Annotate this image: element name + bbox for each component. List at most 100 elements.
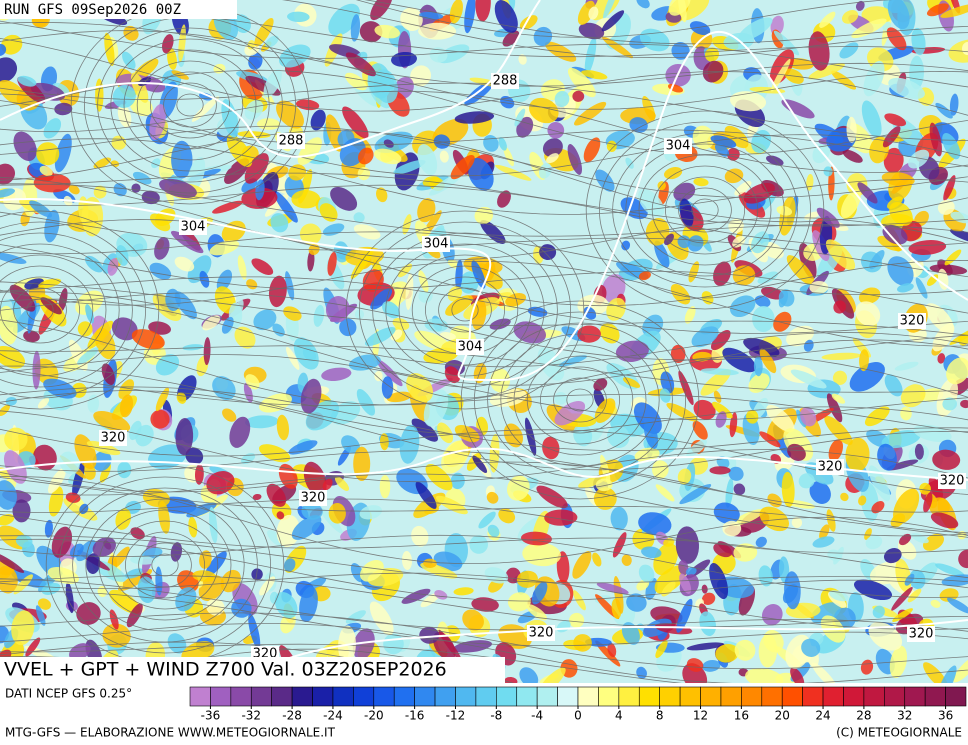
vvel-blob [766,404,795,433]
vvel-blob [480,219,506,245]
vvel-blob [556,551,570,584]
streamline [110,38,270,172]
vvel-blob [812,536,835,548]
vvel-blob [475,0,491,22]
vvel-blob [119,394,134,418]
vvel-blob [229,416,251,448]
vvel-blob [439,150,449,163]
streamline [0,93,968,177]
contour-label: 304 [666,139,691,154]
streamline [0,538,968,602]
vvel-blob [441,440,469,474]
vvel-blob [857,182,878,204]
vvel-blob [638,189,665,218]
vvel-blob [743,182,775,204]
vvel-blob [310,109,326,131]
vvel-blob [677,235,691,249]
vvel-blob [251,258,274,275]
vvel-blob [610,506,628,531]
vvel-blob [883,147,904,174]
streamline [638,154,772,266]
vvel-blob [0,305,18,345]
vvel-blob [677,468,692,485]
vvel-blob [357,167,371,181]
vvel-blob [334,476,350,491]
vvel-blob [583,137,601,163]
vvel-blob [752,306,775,332]
vvel-blob [518,54,527,65]
colorbar-tick-label: 36 [938,709,953,723]
colorbar-tick-label: -32 [241,709,261,723]
streamline [358,221,571,399]
vvel-blob [36,142,60,166]
vvel-blob [13,131,37,162]
streamline [13,287,67,333]
streamline [0,623,968,683]
vvel-blob [819,11,836,28]
contour-label: 304 [181,220,206,235]
vvel-blob [132,171,152,185]
vvel-blob [607,642,617,658]
vvel-blob [15,534,33,548]
vvel-blob [588,6,599,20]
vvel-blob [869,250,885,270]
vvel-blob [484,567,509,584]
vvel-blob [687,235,704,252]
vvel-blob [949,93,959,116]
streamline [0,130,968,223]
vvel-blob [270,213,289,233]
vvel-blob [209,506,218,544]
colorbar-swatch [659,686,681,707]
vvel-blob [907,588,922,603]
colorbar-swatch [312,686,334,707]
vvel-blob [23,330,40,343]
vvel-blob [529,97,559,124]
vvel-blob [276,100,304,129]
vvel-blob [93,157,112,169]
colorbar-tick-label: 16 [734,709,749,723]
vvel-blob [699,611,717,636]
streamline [176,93,204,117]
contour-label-box [816,459,844,475]
colorbar: -36 -32 -28 -24 -20 -16 -12 -8 -4 0 4 8 12 16 20 24 28 32… [189,686,967,723]
vvel-blob [798,473,815,489]
vvel-blob [889,202,913,226]
vvel-blob [84,255,104,273]
vvel-blob [478,511,496,529]
vvel-blob [841,10,859,24]
contour-label-box [664,138,692,154]
vvel-blob [675,526,700,564]
vvel-blob [872,605,885,619]
vvel-blob [150,213,171,232]
vvel-blob [397,263,413,278]
vvel-blob [175,587,197,612]
vvel-blob [283,558,296,572]
streamline [566,388,594,412]
vvel-blob [894,361,919,371]
vvel-blob [705,47,719,62]
vvel-blob [244,153,269,184]
vvel-blob [700,369,731,396]
streamline [0,281,968,336]
colorbar-swatch [741,686,763,707]
vvel-blob [900,384,926,408]
vvel-blob [285,271,295,301]
vvel-blob [947,597,968,614]
contour-label-box [179,219,207,235]
vvel-blob [444,366,461,384]
vvel-blob [507,592,531,612]
vvel-blob [887,256,914,286]
vvel-blob [592,552,602,567]
vvel-blob [781,99,815,119]
vvel-blob [167,633,187,654]
vvel-blob [203,337,211,366]
vvel-blob [423,558,437,569]
vvel-blob [417,144,438,176]
colorbar-tick-label: -20 [364,709,384,723]
vvel-blob [301,502,323,520]
vvel-blob [252,493,262,501]
vvel-blob [399,424,420,464]
vvel-blob [104,32,115,67]
vvel-blob [0,345,26,369]
